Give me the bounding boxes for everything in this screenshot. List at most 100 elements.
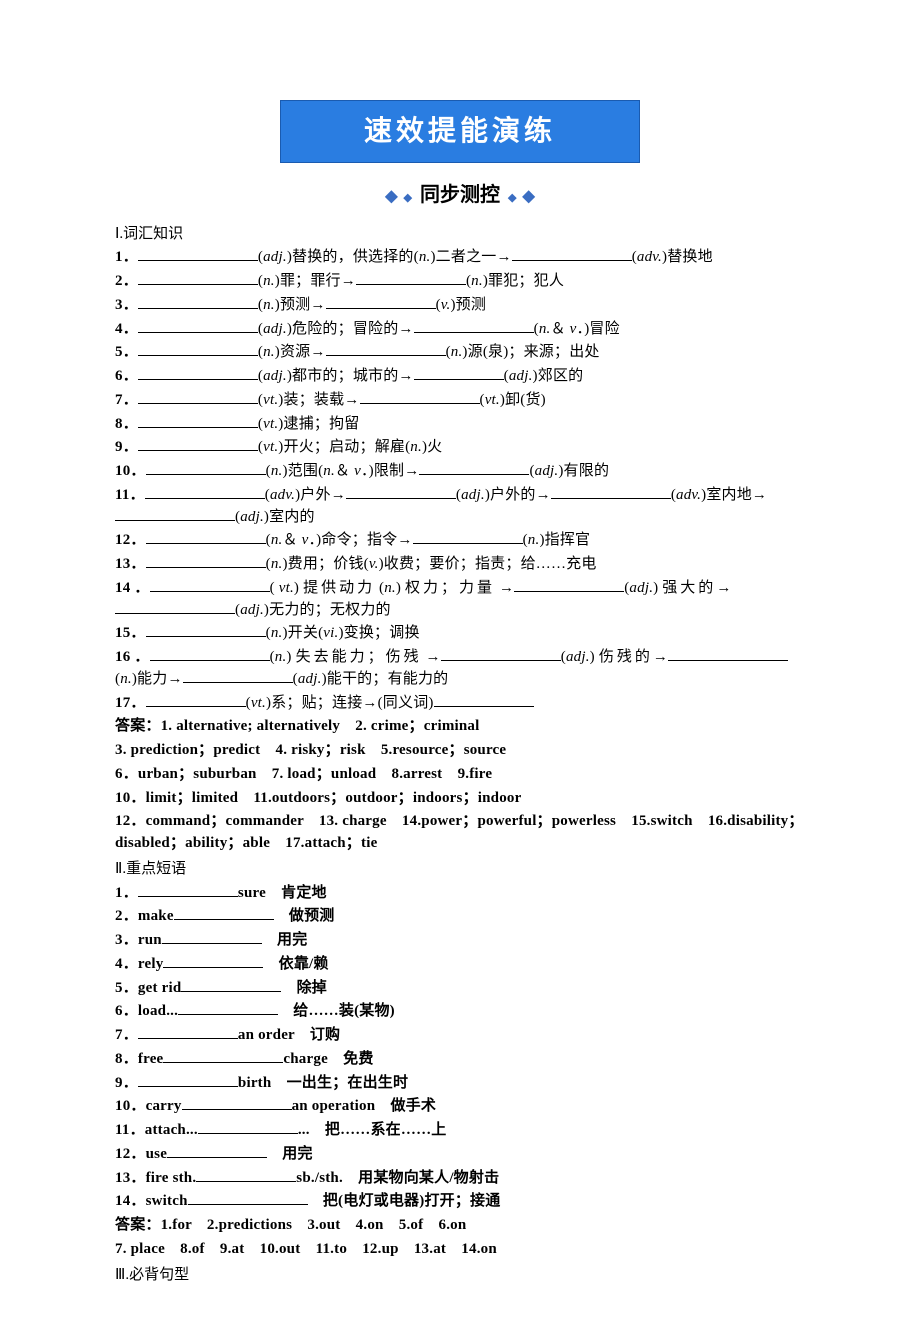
fill-blank[interactable]	[115, 520, 235, 521]
phrase-row: 2．make 做预测	[115, 906, 805, 928]
fill-blank[interactable]	[326, 355, 446, 356]
fill-blank[interactable]	[138, 260, 258, 261]
phrase-row: 9．birth 一出生；在出生时	[115, 1073, 805, 1095]
vocab-row: 3．(n.)预测→(v.)预测	[115, 295, 805, 317]
fill-blank[interactable]	[145, 498, 265, 499]
fill-blank[interactable]	[413, 543, 523, 544]
fill-blank[interactable]	[414, 332, 534, 333]
phrase-row: 14．switch 把(电灯或电器)打开；接通	[115, 1191, 805, 1213]
fill-blank[interactable]	[198, 1133, 298, 1134]
fill-blank[interactable]	[138, 1038, 238, 1039]
vocab-row: 16 ．(n.) 失去能力；伤残 →(adj.) 伤残的→(n.)能力→(adj…	[115, 647, 805, 691]
fill-blank[interactable]	[183, 682, 293, 683]
fill-blank[interactable]	[188, 1204, 308, 1205]
vocab-row: 7．(vt.)装；装载→(vt.)卸(货)	[115, 390, 805, 412]
fill-blank[interactable]	[434, 706, 534, 707]
section-2-answers: 答案：1.for 2.predictions 3.out 4.on 5.of 6…	[115, 1215, 805, 1261]
fill-blank[interactable]	[414, 379, 504, 380]
answer-line: 12．command；commander 13. charge 14.power…	[115, 811, 805, 855]
diamond-icon: ◆	[508, 192, 516, 204]
fill-blank[interactable]	[138, 450, 258, 451]
section-1-items: 1．(adj.)替换的，供选择的(n.)二者之一→(adv.)替换地2．(n.)…	[115, 247, 805, 714]
fill-blank[interactable]	[178, 1014, 278, 1015]
vocab-row: 13．(n.)费用；价钱(v.)收费；要价；指责；给……充电	[115, 554, 805, 576]
section-1-answers: 答案：1. alternative; alternatively 2. crim…	[115, 716, 805, 855]
fill-blank[interactable]	[138, 896, 238, 897]
fill-blank[interactable]	[512, 260, 632, 261]
fill-blank[interactable]	[150, 660, 270, 661]
phrase-row: 11．attach...... 把……系在……上	[115, 1120, 805, 1142]
section-3-title: Ⅲ.必背句型	[115, 1265, 805, 1287]
fill-blank[interactable]	[163, 1062, 283, 1063]
fill-blank[interactable]	[146, 706, 246, 707]
vocab-row: 10．(n.)范围(n.＆ v．)限制→(adj.)有限的	[115, 461, 805, 483]
answer-line: 答案：1. alternative; alternatively 2. crim…	[115, 716, 805, 738]
fill-blank[interactable]	[146, 543, 266, 544]
answer-line: 10．limit；limited 11.outdoors；outdoor；ind…	[115, 788, 805, 810]
vocab-row: 12．(n.＆ v．)命令；指令→(n.)指挥官	[115, 530, 805, 552]
phrase-row: 10．carryan operation 做手术	[115, 1096, 805, 1118]
phrase-row: 13．fire sth.sb./sth. 用某物向某人/物射击	[115, 1168, 805, 1190]
sub-heading: ◆ ◆ 同步测控 ◆ ◆	[115, 181, 805, 210]
fill-blank[interactable]	[668, 660, 788, 661]
vocab-row: 11．(adv.)户外→(adj.)户外的→(adv.)室内地→(adj.)室内…	[115, 485, 805, 529]
fill-blank[interactable]	[551, 498, 671, 499]
phrase-row: 1．sure 肯定地	[115, 883, 805, 905]
vocab-row: 1．(adj.)替换的，供选择的(n.)二者之一→(adv.)替换地	[115, 247, 805, 269]
vocab-row: 6．(adj.)都市的；城市的→(adj.)郊区的	[115, 366, 805, 388]
sub-heading-text: 同步测控	[420, 184, 500, 206]
fill-blank[interactable]	[174, 919, 274, 920]
fill-blank[interactable]	[146, 567, 266, 568]
answer-line: 3. prediction；predict 4. risky；risk 5.re…	[115, 740, 805, 762]
phrase-row: 3．run 用完	[115, 930, 805, 952]
fill-blank[interactable]	[182, 1109, 292, 1110]
fill-blank[interactable]	[360, 403, 480, 404]
vocab-row: 15．(n.)开关(vi.)变换；调换	[115, 623, 805, 645]
fill-blank[interactable]	[138, 427, 258, 428]
fill-blank[interactable]	[138, 284, 258, 285]
fill-blank[interactable]	[138, 355, 258, 356]
phrase-row: 12．use 用完	[115, 1144, 805, 1166]
fill-blank[interactable]	[138, 332, 258, 333]
vocab-row: 5．(n.)资源→(n.)源(泉)；来源；出处	[115, 342, 805, 364]
fill-blank[interactable]	[196, 1181, 296, 1182]
fill-blank[interactable]	[162, 943, 262, 944]
section-1-title: Ⅰ.词汇知识	[115, 224, 805, 246]
fill-blank[interactable]	[346, 498, 456, 499]
fill-blank[interactable]	[441, 660, 561, 661]
phrase-row: 4．rely 依靠/赖	[115, 954, 805, 976]
fill-blank[interactable]	[146, 636, 266, 637]
answer-line: 7. place 8.of 9.at 10.out 11.to 12.up 13…	[115, 1239, 805, 1261]
fill-blank[interactable]	[163, 967, 263, 968]
phrase-row: 8．freecharge 免费	[115, 1049, 805, 1071]
vocab-row: 17．(vt.)系；贴；连接→(同义词)	[115, 693, 805, 715]
fill-blank[interactable]	[138, 1086, 238, 1087]
fill-blank[interactable]	[181, 991, 281, 992]
section-2-items: 1．sure 肯定地2．make 做预测3．run 用完4．rely 依靠/赖5…	[115, 883, 805, 1214]
vocab-row: 4．(adj.)危险的；冒险的→(n.＆ v．)冒险	[115, 319, 805, 341]
diamond-icon: ◆	[522, 188, 534, 205]
vocab-row: 9．(vt.)开火；启动；解雇(n.)火	[115, 437, 805, 459]
fill-blank[interactable]	[138, 379, 258, 380]
phrase-row: 6．load... 给……装(某物)	[115, 1001, 805, 1023]
phrase-row: 7．an order 订购	[115, 1025, 805, 1047]
fill-blank[interactable]	[146, 474, 266, 475]
fill-blank[interactable]	[167, 1157, 267, 1158]
page-banner: 速效提能演练	[280, 100, 640, 163]
fill-blank[interactable]	[150, 591, 270, 592]
vocab-row: 2．(n.)罪；罪行→(n.)罪犯；犯人	[115, 271, 805, 293]
fill-blank[interactable]	[138, 308, 258, 309]
answer-line: 6．urban；suburban 7. load；unload 8.arrest…	[115, 764, 805, 786]
fill-blank[interactable]	[419, 474, 529, 475]
vocab-row: 14 ．( vt.) 提供动力 (n.) 权力；力量 →(adj.) 强大的→(…	[115, 578, 805, 622]
answer-line: 答案：1.for 2.predictions 3.out 4.on 5.of 6…	[115, 1215, 805, 1237]
vocab-row: 8．(vt.)逮捕；拘留	[115, 414, 805, 436]
phrase-row: 5．get rid 除掉	[115, 978, 805, 1000]
fill-blank[interactable]	[356, 284, 466, 285]
diamond-icon: ◆	[385, 188, 397, 205]
fill-blank[interactable]	[326, 308, 436, 309]
fill-blank[interactable]	[514, 591, 624, 592]
fill-blank[interactable]	[115, 613, 235, 614]
diamond-icon: ◆	[404, 192, 412, 204]
fill-blank[interactable]	[138, 403, 258, 404]
